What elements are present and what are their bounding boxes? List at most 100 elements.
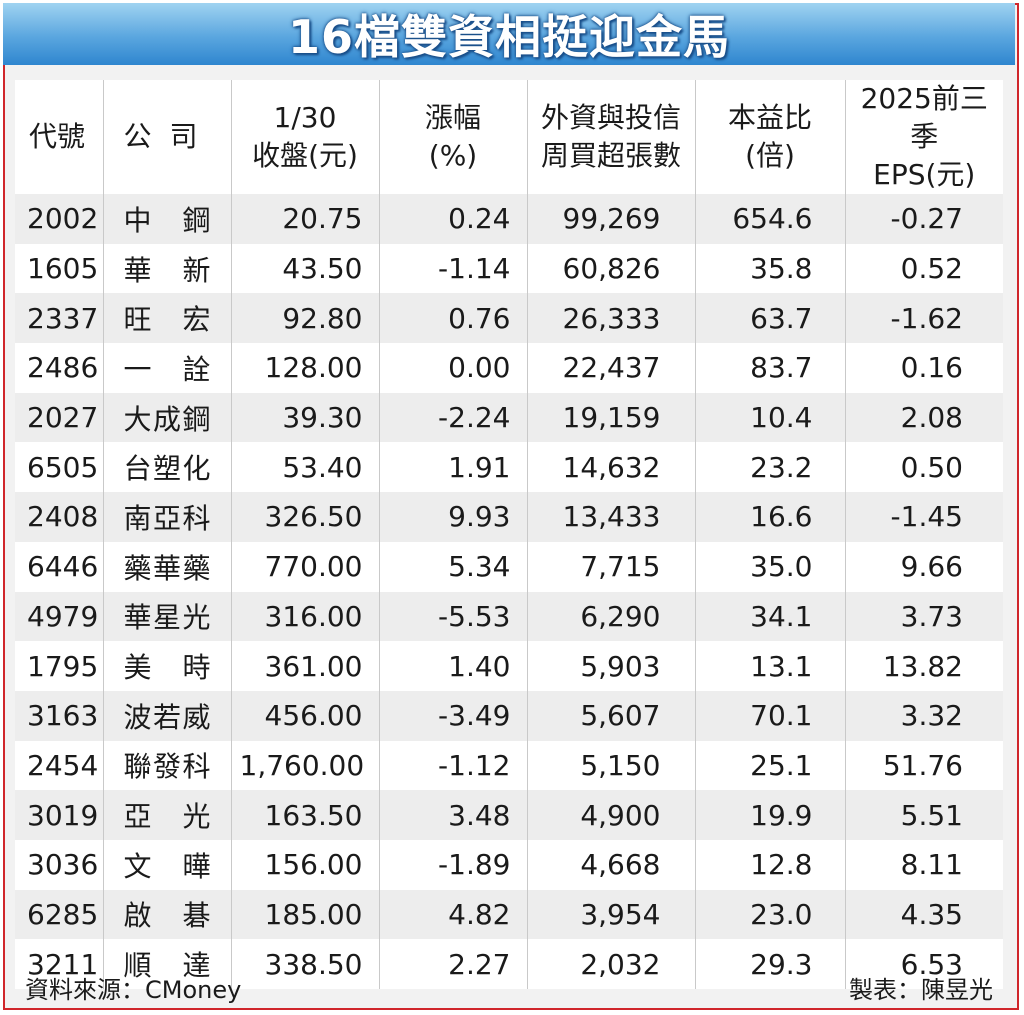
cell-net-buy: 5,150 — [527, 740, 696, 791]
cell-code: 2002 — [15, 194, 104, 244]
table-row: 4979 華星光 316.00 -5.53 6,290 34.1 3.73 — [15, 591, 1003, 642]
table-row: 6446 藥華藥 770.00 5.34 7,715 35.0 9.66 — [15, 541, 1003, 592]
table-row: 1795 美時 361.00 1.40 5,903 13.1 13.82 — [15, 641, 1003, 691]
cell-company: 大成鋼 — [103, 392, 232, 443]
cell-net-buy: 4,900 — [527, 790, 696, 840]
cell-net-buy: 14,632 — [527, 442, 696, 493]
stock-table: 代號 公司 1/30 收盤(元) 漲幅 (%) 外資與投信 周買超張數 本益比 … — [15, 80, 1003, 989]
cell-eps: 4.35 — [845, 889, 1003, 940]
table-row: 2408 南亞科 326.50 9.93 13,433 16.6 -1.45 — [15, 492, 1003, 542]
cell-code: 2337 — [15, 293, 104, 344]
cell-code: 2454 — [15, 740, 104, 791]
cell-eps: 0.16 — [845, 343, 1003, 393]
cell-change: -5.53 — [379, 591, 528, 642]
header-eps-line2: EPS(元) — [873, 158, 976, 191]
header-close-line2: 收盤(元) — [252, 139, 358, 172]
cell-change: 2.27 — [379, 939, 528, 989]
cell-company: 旺宏 — [103, 293, 232, 344]
cell-change: 0.24 — [379, 194, 528, 244]
cell-net-buy: 13,433 — [527, 492, 696, 542]
cell-code: 3211 — [15, 939, 104, 989]
header-pe: 本益比 (倍) — [695, 80, 846, 194]
credit-note: 製表：陳昱光 — [849, 975, 993, 1004]
cell-close: 338.50 — [231, 939, 380, 989]
cell-net-buy: 99,269 — [527, 194, 696, 244]
cell-pe: 70.1 — [695, 690, 846, 741]
cell-eps: 5.51 — [845, 790, 1003, 840]
cell-eps: 8.11 — [845, 839, 1003, 890]
page-title: 16檔雙資相挺迎金馬 — [287, 10, 730, 64]
cell-company: 華新 — [103, 243, 232, 294]
table-row: 6285 啟碁 185.00 4.82 3,954 23.0 4.35 — [15, 889, 1003, 940]
cell-net-buy: 6,290 — [527, 591, 696, 642]
table-row: 6505 台塑化 53.40 1.91 14,632 23.2 0.50 — [15, 442, 1003, 493]
cell-pe: 23.0 — [695, 889, 846, 940]
cell-company: 波若威 — [103, 690, 232, 741]
footer: 資料來源：CMoney 製表：陳昱光 — [15, 968, 1003, 1006]
cell-close: 43.50 — [231, 243, 380, 294]
table-body: 2002 中鋼 20.75 0.24 99,269 654.6 -0.27 16… — [15, 194, 1003, 989]
cell-company: 美時 — [103, 641, 232, 691]
cell-net-buy: 4,668 — [527, 839, 696, 890]
cell-company: 聯發科 — [103, 740, 232, 791]
table-row: 1605 華新 43.50 -1.14 60,826 35.8 0.52 — [15, 243, 1003, 294]
cell-company: 藥華藥 — [103, 541, 232, 592]
cell-code: 3019 — [15, 790, 104, 840]
cell-change: 4.82 — [379, 889, 528, 940]
header-eps-line1: 2025前三季 — [860, 82, 988, 153]
table-row: 2027 大成鋼 39.30 -2.24 19,159 10.4 2.08 — [15, 392, 1003, 443]
cell-eps: 51.76 — [845, 740, 1003, 791]
table-row: 2337 旺宏 92.80 0.76 26,333 63.7 -1.62 — [15, 293, 1003, 344]
source-note: 資料來源：CMoney — [25, 975, 242, 1004]
header-eps: 2025前三季 EPS(元) — [845, 80, 1003, 194]
cell-company: 中鋼 — [103, 194, 232, 244]
cell-net-buy: 22,437 — [527, 343, 696, 393]
cell-change: -2.24 — [379, 392, 528, 443]
cell-eps: 3.73 — [845, 591, 1003, 642]
cell-pe: 35.0 — [695, 541, 846, 592]
table-row: 2486 一詮 128.00 0.00 22,437 83.7 0.16 — [15, 343, 1003, 393]
header-change-line2: (%) — [428, 139, 478, 172]
cell-pe: 10.4 — [695, 392, 846, 443]
cell-pe: 16.6 — [695, 492, 846, 542]
cell-code: 3036 — [15, 839, 104, 890]
cell-code: 6505 — [15, 442, 104, 493]
cell-eps: -1.45 — [845, 492, 1003, 542]
cell-code: 6285 — [15, 889, 104, 940]
table-row: 2002 中鋼 20.75 0.24 99,269 654.6 -0.27 — [15, 194, 1003, 244]
cell-close: 1,760.00 — [231, 740, 380, 791]
cell-close: 39.30 — [231, 392, 380, 443]
header-net-buy-line1: 外資與投信 — [540, 101, 681, 134]
cell-change: -1.12 — [379, 740, 528, 791]
header-pe-line1: 本益比 — [727, 101, 812, 134]
cell-pe: 34.1 — [695, 591, 846, 642]
cell-pe: 63.7 — [695, 293, 846, 344]
cell-change: -3.49 — [379, 690, 528, 741]
cell-pe: 25.1 — [695, 740, 846, 791]
cell-company: 亞光 — [103, 790, 232, 840]
cell-pe: 654.6 — [695, 194, 846, 244]
cell-code: 3163 — [15, 690, 104, 741]
cell-company: 華星光 — [103, 591, 232, 642]
cell-eps: 13.82 — [845, 641, 1003, 691]
cell-eps: -0.27 — [845, 194, 1003, 244]
header-net-buy-line2: 周買超張數 — [540, 139, 681, 172]
cell-close: 163.50 — [231, 790, 380, 840]
cell-pe: 13.1 — [695, 641, 846, 691]
header-change-line1: 漲幅 — [424, 101, 481, 134]
cell-pe: 83.7 — [695, 343, 846, 393]
header-code: 代號 — [15, 80, 104, 194]
cell-eps: 0.50 — [845, 442, 1003, 493]
cell-eps: 6.53 — [845, 939, 1003, 989]
cell-net-buy: 5,903 — [527, 641, 696, 691]
header-company: 公司 — [103, 80, 232, 194]
header-net-buy: 外資與投信 周買超張數 — [527, 80, 696, 194]
cell-eps: 2.08 — [845, 392, 1003, 443]
cell-change: -1.14 — [379, 243, 528, 294]
cell-net-buy: 3,954 — [527, 889, 696, 940]
table-row: 3211 順達 338.50 2.27 2,032 29.3 6.53 — [15, 939, 1003, 989]
cell-change: 1.91 — [379, 442, 528, 493]
header-close-line1: 1/30 — [273, 101, 337, 134]
table-row: 3163 波若威 456.00 -3.49 5,607 70.1 3.32 — [15, 690, 1003, 741]
cell-code: 4979 — [15, 591, 104, 642]
